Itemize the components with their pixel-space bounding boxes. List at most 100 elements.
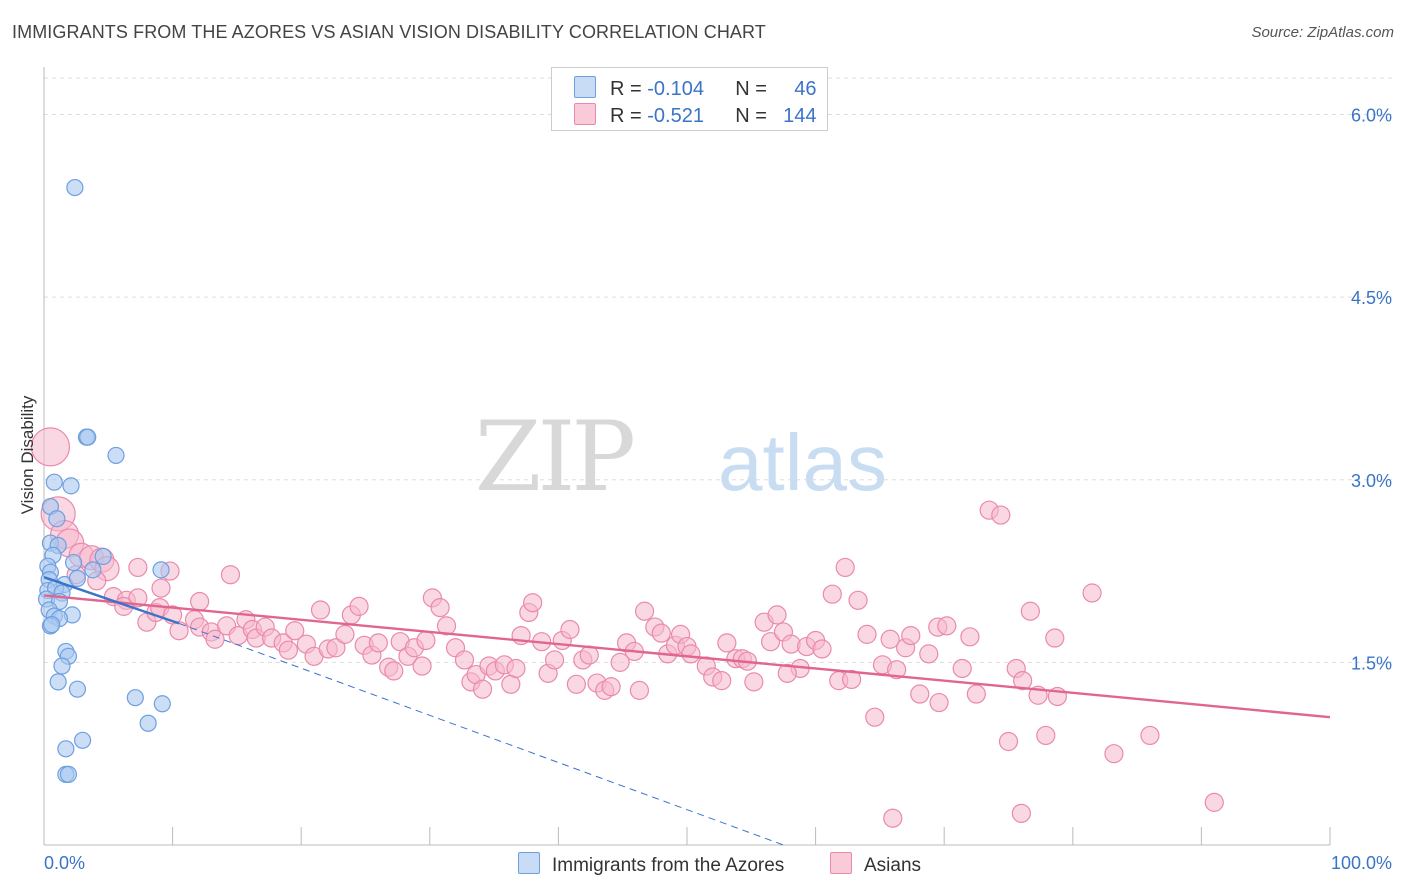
azores-point	[45, 473, 63, 491]
asians-point	[454, 650, 475, 670]
asians-point	[1020, 601, 1040, 621]
trend-lines	[43, 576, 1331, 846]
asians-point	[436, 616, 457, 636]
source-label: Source: ZipAtlas.com	[1251, 24, 1394, 41]
asians-point	[190, 591, 210, 612]
asians-point	[991, 505, 1011, 525]
y-tick-label: 4.5%	[1351, 288, 1392, 308]
bottom-legend-asians: Asians	[830, 852, 921, 877]
asians-point	[523, 593, 543, 613]
azores-point	[107, 446, 125, 465]
asians-point	[848, 590, 868, 610]
asians-point	[601, 677, 621, 697]
azores-point	[68, 680, 87, 698]
y-tick-label: 1.5%	[1351, 653, 1392, 673]
asians-point	[919, 644, 939, 664]
asians-point	[472, 679, 493, 699]
azores-point	[62, 477, 80, 495]
axes	[43, 67, 1331, 846]
grid-lines	[44, 77, 1392, 663]
watermark-atlas: atlas	[718, 418, 887, 507]
bottom-legend-swatch-asians	[830, 852, 852, 874]
azores-trend-line	[43, 576, 180, 625]
legend-swatch-asians	[574, 103, 596, 125]
asians-point	[278, 640, 298, 660]
y-axis-title: Vision Disability	[18, 395, 37, 514]
bottom-legend-azores: Immigrants from the Azores	[518, 852, 784, 877]
asians-point	[368, 633, 388, 653]
asians-point	[887, 660, 907, 680]
asians-point	[128, 588, 148, 608]
asians-point	[544, 650, 565, 670]
asians-point	[910, 684, 930, 704]
asians-point	[812, 639, 832, 659]
asians-point	[220, 565, 241, 585]
watermark-zip: ZIP	[475, 401, 634, 513]
asians-point	[629, 680, 650, 700]
legend-r-value-asians: -0.521	[647, 105, 704, 127]
asians-point	[901, 625, 921, 646]
legend-row-asians: R = -0.521 N = 144	[574, 103, 817, 127]
asians-point	[1011, 803, 1031, 823]
legend-row-azores: R = -0.104 N = 46	[574, 76, 817, 100]
azores-point	[84, 561, 102, 579]
asians-point	[1036, 725, 1056, 746]
asians-point	[128, 557, 148, 578]
asians-point	[857, 624, 877, 644]
chart-title: IMMIGRANTS FROM THE AZORES VS ASIAN VISI…	[12, 22, 766, 42]
asians-points	[30, 427, 1224, 828]
azores-point	[64, 553, 83, 572]
azores-point	[94, 547, 112, 566]
legend-n-label-azores: N =	[735, 78, 773, 100]
legend-r-label-azores: R =	[610, 78, 648, 100]
asians-point	[966, 684, 986, 704]
asians-point	[1104, 744, 1124, 764]
legend-n-label-asians: N =	[735, 105, 773, 127]
bottom-legend-swatch-azores	[518, 852, 540, 874]
asians-point	[285, 621, 305, 641]
asians-point	[310, 600, 331, 620]
asians-point	[717, 633, 737, 653]
x-tick-label: 0.0%	[44, 853, 85, 873]
asians-point	[1204, 792, 1224, 812]
asians-point	[326, 638, 346, 658]
asians-trend-line	[43, 594, 1331, 719]
asians-point	[30, 427, 71, 467]
legend-r-value-azores: -0.104	[647, 78, 704, 100]
asians-point	[998, 731, 1019, 752]
asians-point	[169, 621, 189, 641]
azores-point	[126, 689, 144, 707]
asians-point	[744, 672, 764, 692]
bottom-legend-label-azores: Immigrants from the Azores	[552, 855, 785, 876]
axis-labels: 1.5% 3.0% 4.5% 6.0% 0.0% 100.0%	[44, 106, 1392, 873]
asians-point	[1045, 628, 1065, 648]
asians-point	[1082, 583, 1102, 603]
asians-point	[430, 597, 450, 618]
asians-point	[777, 663, 797, 683]
bottom-legend-label-asians: Asians	[864, 855, 922, 876]
azores-point	[48, 510, 66, 528]
asians-point	[822, 584, 842, 604]
asians-point	[416, 630, 436, 651]
asians-point	[349, 596, 369, 616]
asians-point	[937, 616, 957, 636]
legend-swatch-azores	[574, 76, 596, 98]
asians-point	[384, 661, 404, 681]
asians-point	[835, 557, 855, 578]
y-tick-label: 3.0%	[1351, 471, 1392, 491]
asians-point	[883, 808, 903, 828]
asians-point	[151, 578, 171, 598]
watermark: ZIP atlas	[475, 401, 887, 513]
asians-point	[952, 658, 972, 679]
legend-n-value-asians: 144	[783, 105, 817, 127]
azores-point	[79, 428, 97, 446]
asians-point	[681, 644, 701, 664]
legend-n-value-azores: 46	[794, 78, 817, 100]
azores-point	[57, 740, 75, 758]
y-tick-label: 6.0%	[1351, 106, 1392, 126]
asians-point	[610, 652, 630, 672]
asians-point	[712, 671, 732, 691]
asians-point	[1140, 725, 1160, 746]
azores-point	[139, 714, 157, 732]
